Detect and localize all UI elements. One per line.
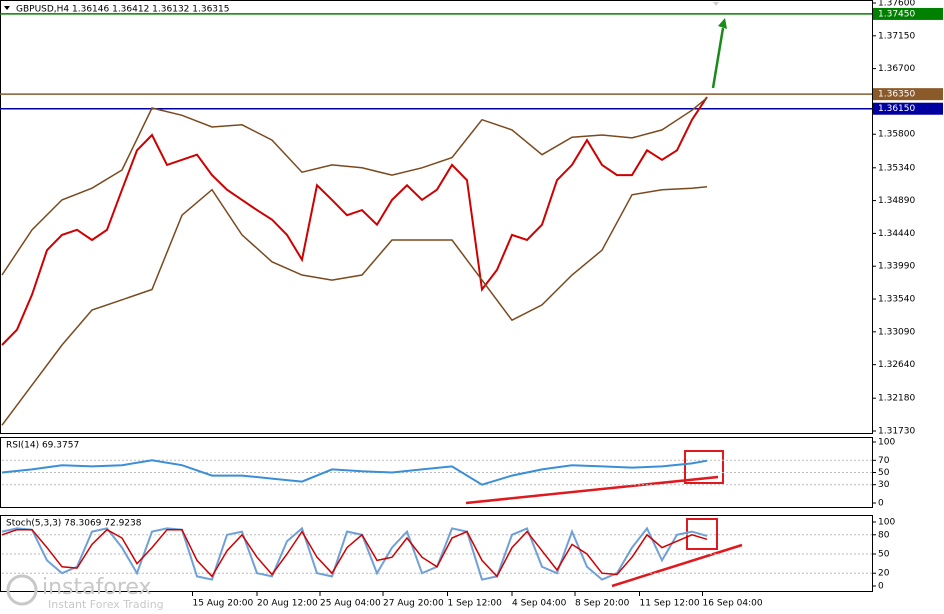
series-line xyxy=(1,96,708,346)
y-tick-label: 50 xyxy=(878,468,890,478)
x-tick-label: 25 Aug 04:00 xyxy=(320,599,381,609)
forecast-arrow xyxy=(711,27,725,89)
y-tick-label: 1.37600 xyxy=(878,0,915,9)
y-tick-label: 1.33990 xyxy=(878,262,915,272)
y-tick-label: 20 xyxy=(878,569,890,579)
y-tick-label: 100 xyxy=(878,438,895,448)
y-tick-label: 1.32640 xyxy=(878,360,915,370)
x-tick-label: 1 Sep 12:00 xyxy=(448,599,503,609)
y-tick-label: 80 xyxy=(878,530,890,540)
x-tick-label: 8 Sep 20:00 xyxy=(575,599,630,609)
level-label-box xyxy=(873,102,943,115)
x-tick-label: 15 Aug 20:00 xyxy=(193,599,254,609)
brand: instaforex xyxy=(42,575,152,600)
main-panel xyxy=(0,0,873,434)
level-label-box xyxy=(873,88,943,101)
y-tick-label: 1.33540 xyxy=(878,295,915,305)
trend-line xyxy=(611,543,743,588)
level-label: 1.37450 xyxy=(878,9,915,19)
chart-title: Stoch(5,3,3) 78.3069 72.9238 xyxy=(6,519,142,529)
series-line xyxy=(1,526,708,581)
highlight-box xyxy=(684,450,724,484)
trend-line xyxy=(465,475,719,505)
y-tick-label: 0 xyxy=(878,499,884,509)
level-label: 1.36350 xyxy=(878,90,915,100)
y-tick-label: 1.33090 xyxy=(878,327,915,337)
x-tick-label: 11 Sep 12:00 xyxy=(640,599,700,609)
y-tick-label: 30 xyxy=(878,480,890,490)
y-tick-label: 1.34890 xyxy=(878,196,915,206)
logo-icon xyxy=(6,574,38,606)
chart-title: RSI(14) 69.3757 xyxy=(6,441,79,451)
x-tick-label: 4 Sep 04:00 xyxy=(512,599,567,609)
menu-arrow[interactable] xyxy=(4,6,10,10)
forecast-arrow-head xyxy=(718,18,727,29)
y-tick-label: 100 xyxy=(878,518,895,528)
y-tick-label: 1.35340 xyxy=(878,163,915,173)
series-line xyxy=(1,459,708,486)
scroll-arrow[interactable] xyxy=(713,2,719,6)
highlight-box xyxy=(686,518,718,550)
level-label: 1.36150 xyxy=(878,104,915,114)
series-line xyxy=(1,528,708,578)
y-tick-label: 70 xyxy=(878,456,890,466)
y-tick-label: 1.37150 xyxy=(878,31,915,41)
tagline: Instant Forex Trading xyxy=(48,598,164,611)
y-tick-label: 1.31730 xyxy=(878,427,915,437)
x-tick-label: 20 Aug 12:00 xyxy=(257,599,318,609)
series-line xyxy=(1,97,708,276)
y-tick-label: 1.36700 xyxy=(878,64,915,74)
x-tick-label: 27 Aug 20:00 xyxy=(383,599,444,609)
y-tick-label: 0 xyxy=(878,582,884,592)
y-tick-label: 1.35800 xyxy=(878,130,915,140)
y-tick-label: 1.32180 xyxy=(878,394,915,404)
level-label-box xyxy=(873,7,943,20)
x-tick-label: 16 Sep 04:00 xyxy=(703,599,763,609)
y-tick-label: 1.34440 xyxy=(878,229,915,239)
series-line xyxy=(1,185,708,426)
chart-title: GBPUSD,H4 1.36146 1.36412 1.36132 1.3631… xyxy=(16,5,229,15)
y-tick-label: 50 xyxy=(878,550,890,560)
